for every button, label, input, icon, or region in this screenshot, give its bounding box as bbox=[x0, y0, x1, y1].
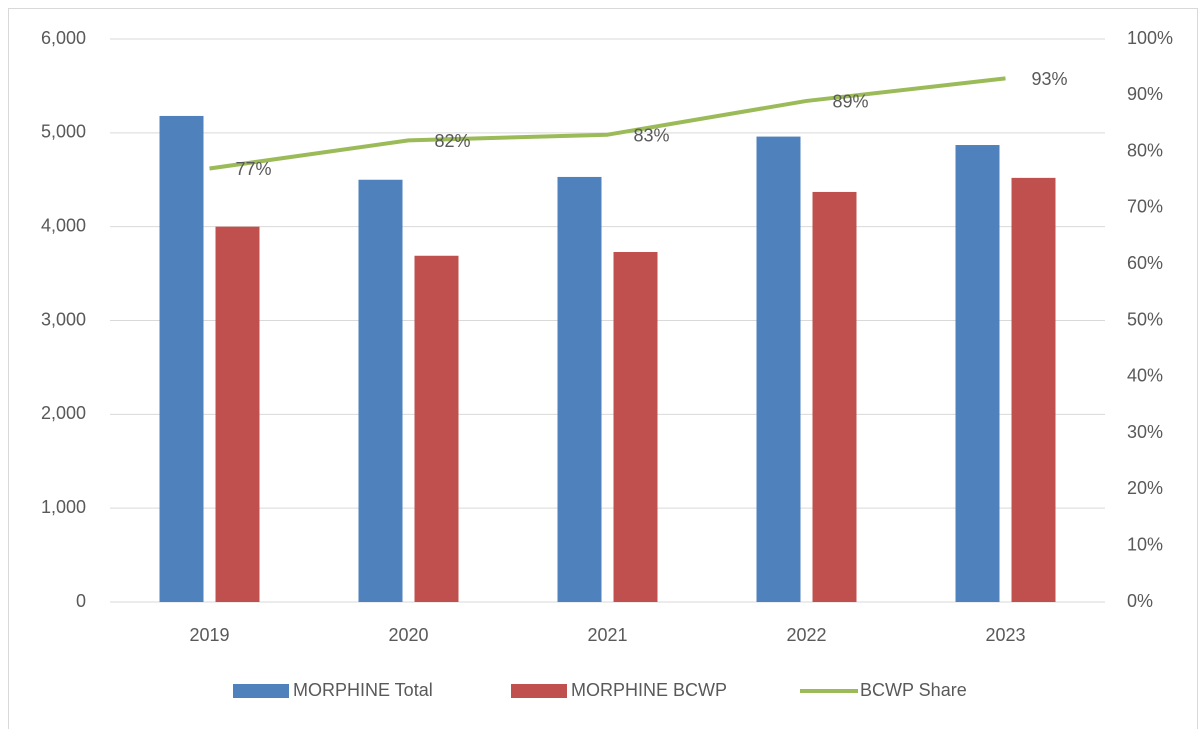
y-tick-label: 2,000 bbox=[41, 403, 86, 423]
bar bbox=[358, 179, 403, 602]
y2-tick-label: 10% bbox=[1127, 534, 1163, 554]
bar bbox=[557, 176, 602, 602]
bar bbox=[159, 115, 204, 603]
y-tick-label: 5,000 bbox=[41, 122, 86, 142]
bar bbox=[756, 136, 801, 602]
x-tick-label: 2023 bbox=[985, 625, 1025, 645]
bar bbox=[1011, 177, 1056, 602]
legend-label: MORPHINE BCWP bbox=[571, 680, 727, 700]
x-tick-label: 2021 bbox=[587, 625, 627, 645]
legend-label: BCWP Share bbox=[860, 680, 967, 700]
data-label: 83% bbox=[633, 125, 669, 145]
legend-label: MORPHINE Total bbox=[293, 680, 433, 700]
x-tick-label: 2019 bbox=[189, 625, 229, 645]
y2-tick-label: 90% bbox=[1127, 84, 1163, 104]
y2-tick-label: 40% bbox=[1127, 366, 1163, 386]
bar bbox=[955, 145, 1000, 602]
y-tick-label: 6,000 bbox=[41, 28, 86, 48]
y-tick-label: 0 bbox=[76, 591, 86, 611]
bar bbox=[414, 255, 459, 602]
bar bbox=[215, 226, 260, 602]
y2-tick-label: 30% bbox=[1127, 422, 1163, 442]
data-label: 77% bbox=[235, 159, 271, 179]
legend-swatch bbox=[511, 684, 567, 698]
y2-tick-label: 80% bbox=[1127, 140, 1163, 160]
x-tick-label: 2022 bbox=[786, 625, 826, 645]
y2-tick-label: 20% bbox=[1127, 478, 1163, 498]
line bbox=[209, 76, 1006, 171]
data-label: 82% bbox=[434, 131, 470, 151]
y2-tick-label: 100% bbox=[1127, 28, 1173, 48]
y2-tick-label: 60% bbox=[1127, 253, 1163, 273]
y2-tick-label: 50% bbox=[1127, 309, 1163, 329]
y-tick-label: 1,000 bbox=[41, 497, 86, 517]
data-label: 93% bbox=[1031, 69, 1067, 89]
data-label: 89% bbox=[832, 92, 868, 112]
legend-swatch bbox=[233, 684, 289, 698]
y-tick-label: 3,000 bbox=[41, 309, 86, 329]
bar bbox=[812, 191, 857, 602]
y2-tick-label: 0% bbox=[1127, 591, 1153, 611]
x-tick-label: 2020 bbox=[388, 625, 428, 645]
bar bbox=[613, 252, 658, 603]
y-tick-label: 4,000 bbox=[41, 215, 86, 235]
y2-tick-label: 70% bbox=[1127, 197, 1163, 217]
